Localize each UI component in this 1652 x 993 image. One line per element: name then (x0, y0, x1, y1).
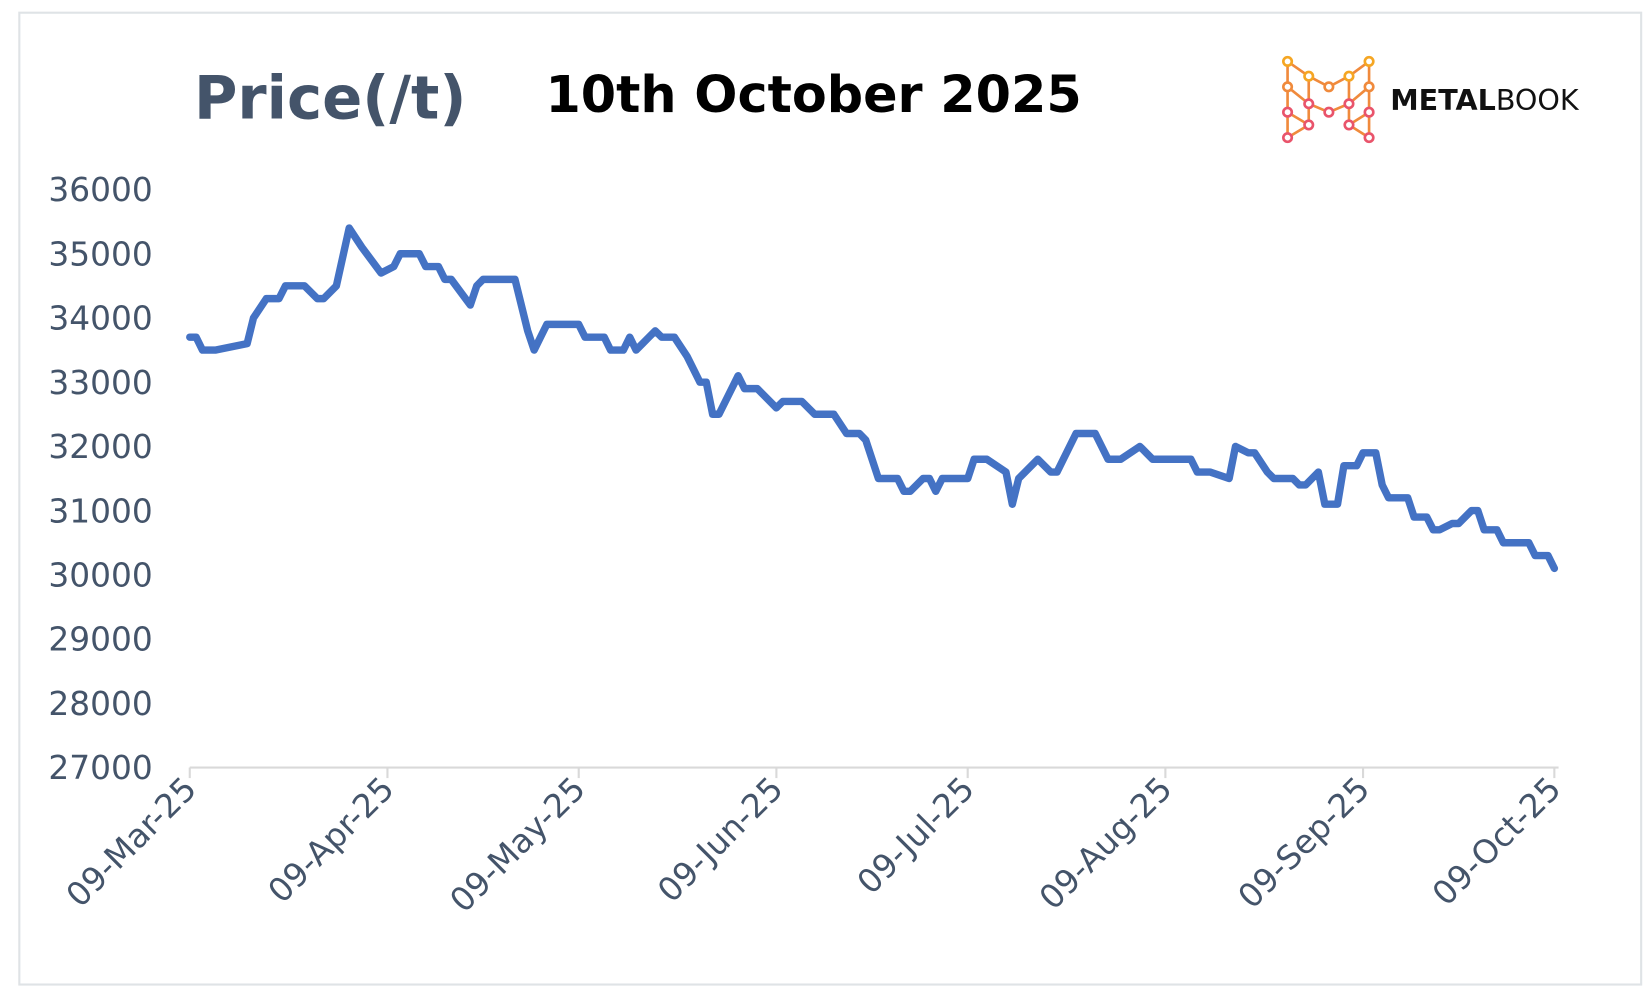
logo-light: BOOK (1496, 83, 1580, 117)
logo-bold: METAL (1390, 83, 1496, 117)
y-tick-label: 27000 (48, 749, 152, 787)
chart-title: 10th October 2025 (545, 65, 1081, 124)
y-tick-label: 36000 (48, 171, 152, 209)
y-tick-label: 35000 (48, 235, 152, 273)
y-tick-label: 31000 (48, 492, 152, 530)
logo-icon (1282, 55, 1375, 144)
y-tick-label: 32000 (48, 428, 152, 466)
logo-text: METALBOOK (1390, 83, 1580, 117)
y-tick-label: 30000 (48, 556, 152, 594)
price-line (186, 224, 1559, 573)
y-axis-label: Price(/t) (194, 64, 466, 133)
y-tick-label: 29000 (48, 621, 152, 659)
y-tick-label: 34000 (48, 300, 152, 338)
y-tick-label: 28000 (48, 685, 152, 723)
y-tick-label: 33000 (48, 364, 152, 402)
frame (18, 11, 1643, 986)
